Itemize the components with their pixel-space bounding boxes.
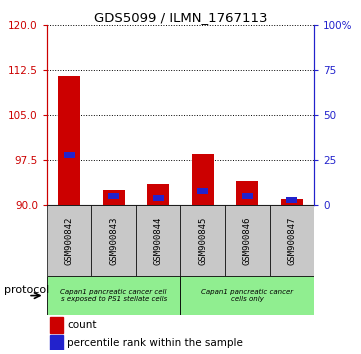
Bar (153, 195, 164, 201)
Bar (49, 335, 63, 350)
Bar (236, 181, 258, 205)
Text: Capan1 pancreatic cancer
cells only: Capan1 pancreatic cancer cells only (201, 289, 293, 302)
Bar (49, 317, 63, 333)
Text: GSM900845: GSM900845 (198, 217, 207, 265)
FancyBboxPatch shape (91, 205, 136, 276)
Bar (242, 193, 253, 199)
Bar (280, 199, 303, 205)
Text: GSM900847: GSM900847 (287, 217, 296, 265)
Bar (197, 188, 208, 194)
FancyBboxPatch shape (180, 205, 225, 276)
Text: GSM900843: GSM900843 (109, 217, 118, 265)
Bar (58, 76, 80, 205)
FancyBboxPatch shape (47, 205, 91, 276)
Text: percentile rank within the sample: percentile rank within the sample (67, 338, 243, 348)
Text: GSM900842: GSM900842 (65, 217, 74, 265)
FancyBboxPatch shape (225, 205, 270, 276)
Bar (64, 152, 75, 158)
Text: count: count (67, 320, 96, 330)
Bar (103, 190, 125, 205)
Bar (147, 184, 169, 205)
Bar (192, 154, 214, 205)
FancyBboxPatch shape (270, 205, 314, 276)
Bar (108, 193, 119, 199)
Title: GDS5099 / ILMN_1767113: GDS5099 / ILMN_1767113 (94, 11, 267, 24)
Text: protocol: protocol (4, 285, 49, 295)
FancyBboxPatch shape (180, 276, 314, 315)
Bar (286, 197, 297, 203)
Text: GSM900844: GSM900844 (154, 217, 163, 265)
Text: Capan1 pancreatic cancer cell
s exposed to PS1 stellate cells: Capan1 pancreatic cancer cell s exposed … (60, 289, 167, 302)
Text: GSM900846: GSM900846 (243, 217, 252, 265)
FancyBboxPatch shape (136, 205, 180, 276)
FancyBboxPatch shape (47, 276, 180, 315)
